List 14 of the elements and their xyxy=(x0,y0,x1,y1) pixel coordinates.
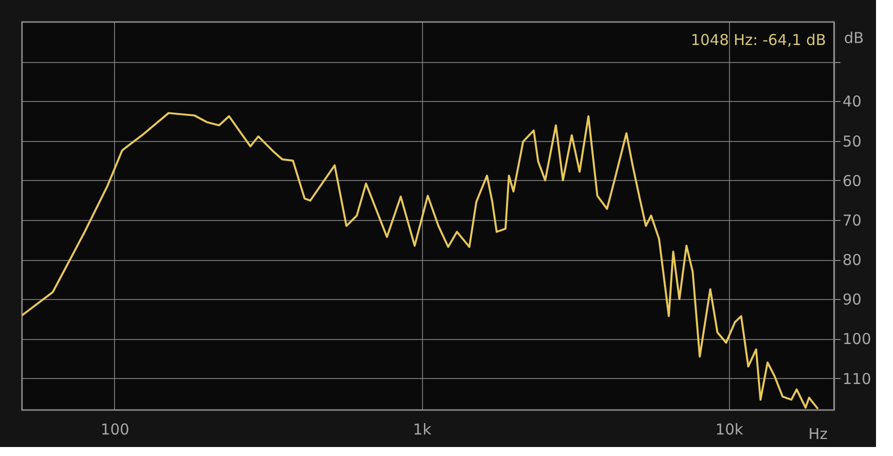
y-tick-label: 90 xyxy=(842,290,862,309)
x-tick-label: 1k xyxy=(413,420,432,438)
annotation: 1048 Hz: -64,1 dB xyxy=(690,31,826,49)
x-axis-title: Hz xyxy=(808,425,828,443)
y-tick-label: 80 xyxy=(842,251,862,270)
y-tick-label: 100 xyxy=(842,330,872,348)
y-tick-label: 40 xyxy=(842,92,862,111)
y-tick-label: 110 xyxy=(842,370,872,388)
x-tick-label: 100 xyxy=(100,420,130,438)
y-axis-title: dB xyxy=(844,29,864,47)
y-tick-label: 60 xyxy=(842,172,862,190)
y-tick-label: 50 xyxy=(842,132,862,150)
x-tick-label: 10k xyxy=(715,420,744,438)
y-tick-label: 70 xyxy=(842,211,862,230)
